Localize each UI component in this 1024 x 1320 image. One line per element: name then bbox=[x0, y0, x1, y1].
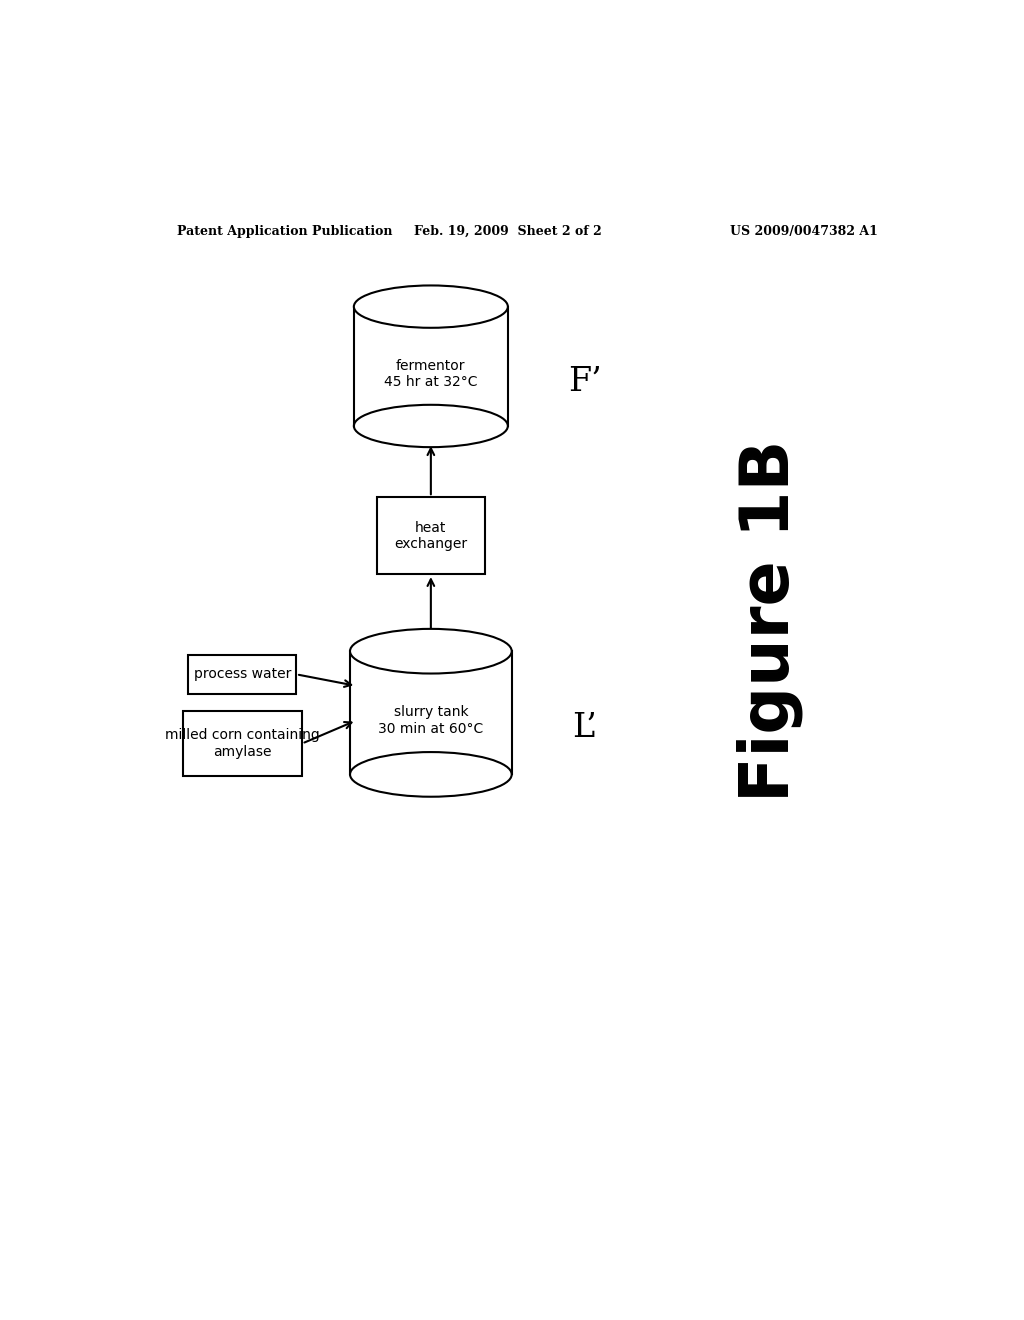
Text: F’: F’ bbox=[568, 366, 602, 397]
Bar bbox=[188, 655, 296, 693]
Text: heat
exchanger: heat exchanger bbox=[394, 520, 467, 550]
Ellipse shape bbox=[350, 628, 512, 673]
Text: Feb. 19, 2009  Sheet 2 of 2: Feb. 19, 2009 Sheet 2 of 2 bbox=[414, 224, 602, 238]
Text: process water: process water bbox=[194, 668, 291, 681]
Ellipse shape bbox=[354, 285, 508, 327]
Text: Patent Application Publication: Patent Application Publication bbox=[177, 224, 392, 238]
Text: slurry tank
30 min at 60°C: slurry tank 30 min at 60°C bbox=[378, 705, 483, 735]
Text: L’: L’ bbox=[572, 713, 597, 744]
Text: Figure 1B: Figure 1B bbox=[736, 440, 803, 801]
Text: US 2009/0047382 A1: US 2009/0047382 A1 bbox=[729, 224, 878, 238]
Bar bbox=[377, 498, 484, 574]
Text: milled corn containing
amylase: milled corn containing amylase bbox=[165, 729, 319, 759]
Bar bbox=[182, 711, 302, 776]
Text: fermentor
45 hr at 32°C: fermentor 45 hr at 32°C bbox=[384, 359, 477, 389]
